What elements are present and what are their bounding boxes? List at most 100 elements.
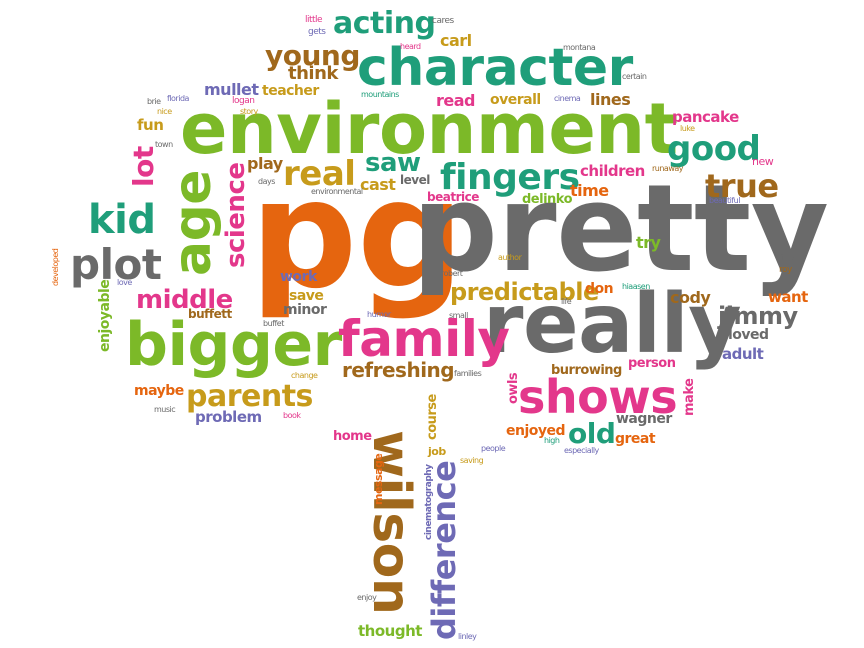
word-carl: carl: [440, 31, 472, 50]
word-think: think: [288, 63, 338, 84]
word-middle: middle: [136, 285, 233, 315]
word-florida: florida: [167, 94, 189, 103]
word-thought: thought: [358, 622, 422, 640]
word-mullet: mullet: [204, 80, 259, 99]
word-home: home: [333, 429, 372, 444]
word-plot: plot: [70, 240, 162, 289]
word-adult: adult: [722, 345, 764, 363]
word-enjoyable: enjoyable: [97, 279, 113, 352]
word-cody: cody: [670, 288, 711, 307]
word-burrowing: burrowing: [551, 363, 622, 378]
word-family: family: [338, 310, 510, 368]
word-fun: fun: [137, 116, 164, 134]
word-luke: luke: [680, 124, 695, 133]
word-nice: nice: [157, 107, 172, 116]
word-really: really: [483, 277, 742, 372]
word-especially: especially: [564, 446, 599, 455]
word-environmental: environmental: [311, 187, 363, 196]
word-don: don: [585, 281, 614, 297]
word-teacher: teacher: [262, 83, 319, 99]
word-minor: minor: [283, 302, 327, 318]
word-linley: linley: [458, 632, 477, 641]
word-refreshing: refreshing: [342, 358, 455, 382]
word-problem: problem: [195, 408, 262, 426]
word-developed: developed: [51, 248, 60, 286]
word-enjoy: enjoy: [357, 593, 377, 602]
word-course: course: [425, 394, 440, 440]
word-hiaasen: hiaasen: [622, 282, 650, 291]
word-beautiful: beautiful: [709, 196, 740, 205]
word-old: old: [568, 417, 616, 450]
word-lot: lot: [127, 146, 160, 187]
word-jimmy: jimmy: [718, 302, 798, 330]
word-buffet: buffet: [263, 319, 284, 328]
word-time: time: [570, 181, 609, 200]
word-cast: cast: [360, 175, 396, 194]
word-story: story: [240, 107, 258, 116]
word-small: small: [449, 311, 468, 320]
word-new: new: [752, 155, 774, 168]
word-save: save: [289, 288, 324, 304]
word-brie: brie: [147, 97, 161, 106]
word-saving: saving: [460, 456, 484, 465]
word-pg: pg: [250, 148, 464, 322]
word-families: families: [454, 369, 482, 378]
word-want: want: [768, 288, 808, 306]
word-young: young: [265, 39, 360, 72]
word-certain: certain: [622, 72, 647, 81]
word-real: real: [283, 154, 356, 194]
word-people: people: [481, 444, 506, 453]
word-level: level: [400, 173, 430, 187]
word-runaway: runaway: [652, 164, 684, 173]
word-play: play: [247, 154, 283, 173]
word-montana: montana: [563, 43, 596, 52]
word-roy: roy: [779, 265, 792, 275]
word-robert: robert: [441, 269, 463, 278]
word-delinko: delinko: [522, 192, 573, 207]
word-great: great: [615, 431, 656, 447]
word-fingers: fingers: [440, 157, 580, 198]
word-films: films: [779, 253, 796, 262]
word-try: try: [636, 233, 661, 252]
word-person: person: [628, 356, 676, 371]
word-shows: shows: [518, 370, 678, 424]
word-kid: kid: [88, 197, 156, 243]
word-wagner: wagner: [616, 411, 672, 427]
word-children: children: [580, 162, 645, 180]
word-work: work: [280, 269, 317, 285]
word-job: job: [428, 445, 446, 458]
word-music: music: [154, 405, 176, 414]
word-book: book: [283, 411, 301, 420]
word-enjoyed: enjoyed: [506, 423, 566, 439]
word-pancake: pancake: [672, 108, 739, 126]
word-read: read: [436, 91, 476, 110]
word-bigger: bigger: [125, 310, 342, 380]
word-gets: gets: [308, 27, 326, 37]
word-make: make: [682, 378, 697, 416]
word-overall: overall: [490, 92, 541, 108]
word-days: days: [258, 177, 275, 186]
word-age: age: [163, 169, 223, 276]
word-parents: parents: [186, 379, 313, 414]
word-owls: owls: [506, 372, 521, 404]
word-cares: cares: [432, 16, 454, 26]
word-life: life: [561, 297, 572, 306]
word-pretty: pretty: [412, 160, 829, 299]
word-logan: logan: [232, 96, 255, 106]
word-predictable: predictable: [450, 278, 599, 306]
word-buffett: buffett: [188, 307, 232, 321]
word-humor: humor: [367, 310, 391, 319]
word-high: high: [544, 436, 560, 445]
word-beatrice: beatrice: [427, 190, 479, 204]
word-change: change: [291, 371, 318, 380]
word-author: author: [498, 253, 522, 262]
word-science: science: [221, 162, 251, 269]
word-maybe: maybe: [134, 383, 184, 399]
word-heard: heard: [400, 42, 421, 51]
word-town: town: [155, 140, 173, 149]
word-lines: lines: [590, 90, 631, 109]
word-acting: acting: [333, 6, 436, 41]
word-loved: loved: [728, 327, 769, 343]
word-cinematography: cinematography: [424, 464, 434, 540]
